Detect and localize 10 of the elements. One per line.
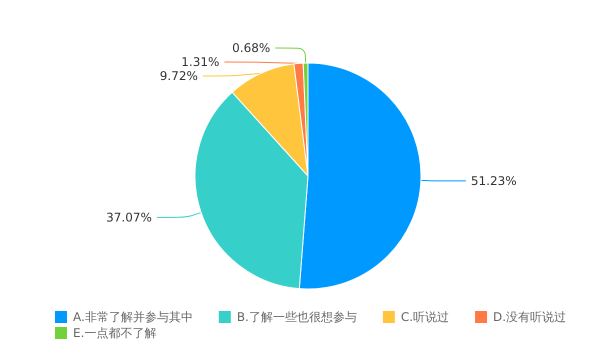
data-label: 0.68% — [232, 41, 270, 56]
data-label: 1.31% — [181, 55, 220, 70]
data-label: 51.23% — [470, 174, 517, 188]
legend-label: C.听说过 — [400, 310, 450, 324]
legend-label: A.非常了解并参与其中 — [73, 310, 193, 324]
legend-label: E.一点都不了解 — [73, 326, 156, 340]
legend-label: B.了解一些也很想参与 — [236, 310, 357, 324]
legend-label: D.没有听说过 — [493, 310, 566, 324]
data-label: 37.07% — [106, 210, 152, 224]
data-label: 9.72% — [160, 69, 198, 84]
